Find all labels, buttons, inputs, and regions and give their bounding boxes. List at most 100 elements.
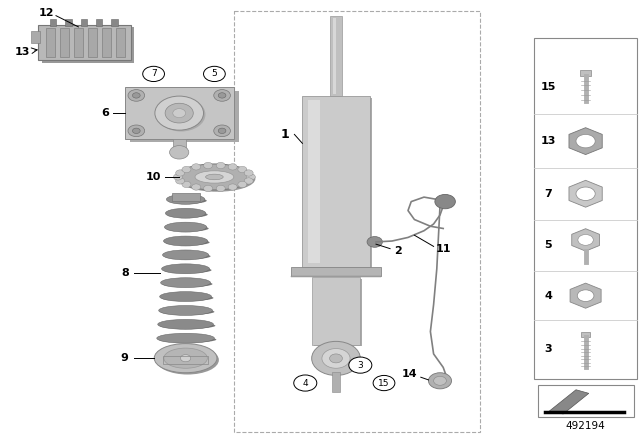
Ellipse shape	[168, 211, 207, 218]
FancyBboxPatch shape	[538, 385, 634, 417]
Circle shape	[312, 341, 360, 375]
FancyBboxPatch shape	[312, 277, 360, 345]
Ellipse shape	[166, 194, 205, 204]
Circle shape	[228, 184, 237, 190]
Circle shape	[238, 181, 247, 188]
Polygon shape	[570, 283, 601, 308]
FancyBboxPatch shape	[534, 38, 637, 379]
Circle shape	[173, 109, 186, 118]
Text: 2: 2	[394, 246, 403, 256]
Ellipse shape	[157, 319, 214, 329]
Text: 5: 5	[545, 240, 552, 250]
FancyBboxPatch shape	[42, 27, 134, 63]
Ellipse shape	[164, 222, 207, 232]
Circle shape	[214, 125, 230, 137]
Circle shape	[175, 170, 184, 176]
Polygon shape	[572, 228, 600, 251]
Circle shape	[175, 178, 184, 184]
Text: 3: 3	[545, 345, 552, 354]
Ellipse shape	[164, 348, 207, 368]
Text: 9: 9	[121, 353, 129, 363]
Text: 11: 11	[435, 244, 451, 254]
Circle shape	[244, 170, 253, 176]
FancyBboxPatch shape	[173, 139, 186, 152]
FancyBboxPatch shape	[305, 98, 372, 268]
Circle shape	[216, 185, 225, 192]
Ellipse shape	[168, 198, 207, 204]
Ellipse shape	[164, 236, 207, 246]
Circle shape	[322, 349, 350, 368]
Polygon shape	[130, 91, 239, 142]
Text: 492194: 492194	[566, 421, 605, 431]
Circle shape	[204, 66, 225, 82]
Circle shape	[216, 162, 225, 168]
Text: 10: 10	[146, 172, 161, 182]
Text: 1: 1	[280, 128, 289, 141]
Polygon shape	[549, 390, 589, 414]
Circle shape	[204, 185, 212, 192]
Circle shape	[218, 128, 226, 134]
FancyBboxPatch shape	[332, 372, 340, 392]
Ellipse shape	[154, 344, 217, 373]
Circle shape	[228, 164, 237, 170]
Ellipse shape	[165, 239, 209, 246]
Circle shape	[143, 66, 164, 82]
Text: 7: 7	[151, 69, 156, 78]
FancyBboxPatch shape	[291, 276, 381, 277]
Circle shape	[576, 134, 595, 148]
Circle shape	[128, 90, 145, 101]
Text: 13: 13	[541, 136, 556, 146]
FancyBboxPatch shape	[111, 19, 118, 26]
FancyBboxPatch shape	[330, 16, 342, 96]
Circle shape	[155, 96, 204, 130]
Ellipse shape	[157, 333, 214, 343]
Circle shape	[173, 174, 182, 180]
FancyBboxPatch shape	[60, 28, 69, 57]
Text: 4: 4	[545, 291, 552, 301]
FancyBboxPatch shape	[172, 193, 200, 201]
Ellipse shape	[176, 164, 253, 190]
Circle shape	[349, 357, 372, 373]
Ellipse shape	[165, 208, 206, 218]
Ellipse shape	[160, 292, 211, 302]
FancyBboxPatch shape	[580, 70, 591, 76]
FancyBboxPatch shape	[314, 279, 362, 346]
Circle shape	[244, 178, 253, 184]
Text: 4: 4	[303, 379, 308, 388]
Text: 6: 6	[102, 108, 109, 118]
Ellipse shape	[159, 323, 215, 329]
Polygon shape	[125, 87, 234, 139]
Text: 15: 15	[541, 82, 556, 92]
Ellipse shape	[195, 171, 234, 183]
Ellipse shape	[166, 225, 209, 232]
Polygon shape	[569, 180, 602, 207]
FancyBboxPatch shape	[581, 332, 590, 337]
Circle shape	[157, 98, 205, 132]
Ellipse shape	[161, 295, 213, 301]
Text: 5: 5	[212, 69, 217, 78]
Ellipse shape	[179, 166, 255, 192]
FancyBboxPatch shape	[74, 28, 83, 57]
Text: 15: 15	[378, 379, 390, 388]
Circle shape	[182, 181, 191, 188]
FancyBboxPatch shape	[308, 100, 321, 263]
FancyBboxPatch shape	[38, 25, 131, 60]
Circle shape	[170, 146, 189, 159]
Ellipse shape	[161, 278, 211, 288]
FancyBboxPatch shape	[88, 28, 97, 57]
Circle shape	[132, 93, 140, 98]
Ellipse shape	[164, 267, 211, 273]
FancyBboxPatch shape	[303, 96, 370, 267]
Ellipse shape	[156, 345, 219, 375]
Text: 14: 14	[401, 369, 417, 379]
Circle shape	[214, 90, 230, 101]
FancyBboxPatch shape	[81, 19, 87, 26]
Ellipse shape	[164, 253, 211, 259]
Circle shape	[330, 354, 342, 363]
Circle shape	[576, 187, 595, 201]
FancyBboxPatch shape	[50, 19, 56, 26]
Text: 7: 7	[545, 189, 552, 199]
FancyBboxPatch shape	[102, 28, 111, 57]
FancyBboxPatch shape	[333, 18, 336, 94]
Circle shape	[429, 373, 452, 389]
